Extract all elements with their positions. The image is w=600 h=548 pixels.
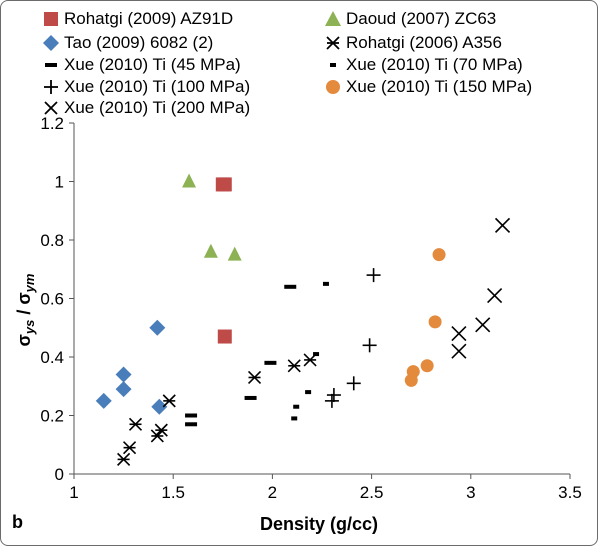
data-point-small-dash xyxy=(313,352,320,357)
data-point-triangle xyxy=(227,246,242,261)
square-marker-icon xyxy=(40,8,62,30)
y-tick-label: 0.4 xyxy=(40,348,64,367)
data-point-diamond xyxy=(95,392,112,409)
legend-item-xue-100: Xue (2010) Ti (100 MPa) xyxy=(40,76,250,98)
data-point-triangle xyxy=(182,173,197,188)
legend-item-tao-2009: Tao (2009) 6082 (2) xyxy=(40,32,213,54)
legend-label: Rohatgi (2006) A356 xyxy=(346,33,502,52)
data-point-x xyxy=(475,317,491,333)
y-tick-label: 0 xyxy=(55,465,64,484)
diamond-marker-icon xyxy=(40,32,62,54)
x-marker-icon xyxy=(40,97,62,119)
y-tick-label: 1 xyxy=(55,173,64,192)
legend-item-rohatgi-2009: Rohatgi (2009) AZ91D xyxy=(40,8,233,30)
data-point-dash xyxy=(185,422,198,427)
y-tick-label: 1.2 xyxy=(40,114,64,133)
data-point-plus xyxy=(324,393,339,408)
legend-label: Rohatgi (2009) AZ91D xyxy=(64,9,234,28)
data-point-x xyxy=(451,326,467,342)
data-marks xyxy=(95,173,511,466)
circle-marker-icon xyxy=(322,76,344,98)
triangle-marker-icon xyxy=(322,8,344,30)
data-point-small-dash xyxy=(322,281,329,286)
data-point-x xyxy=(494,217,511,233)
data-point-asterisk xyxy=(247,370,262,385)
data-point-small-dash xyxy=(291,416,298,421)
legend-item-xue-45: Xue (2010) Ti (45 MPa) xyxy=(40,54,241,76)
data-point-dash xyxy=(284,284,297,289)
data-point-circle xyxy=(406,365,420,379)
x-tick-label: 1.5 xyxy=(161,483,185,502)
legend-label: Xue (2010) Ti (45 MPa) xyxy=(64,55,241,74)
data-point-asterisk xyxy=(162,394,176,408)
data-point-circle xyxy=(420,359,434,373)
y-tick-label: 0.2 xyxy=(40,407,64,426)
data-point-small-dash xyxy=(293,404,300,409)
x-axis-label: Density (g/cc) xyxy=(260,514,378,534)
small-dash-marker-icon xyxy=(322,54,344,76)
legend-label: Daoud (2007) ZC63 xyxy=(346,9,497,28)
data-point-x xyxy=(487,288,503,304)
data-point-triangle xyxy=(203,243,218,258)
data-point-dash xyxy=(185,413,198,418)
legend: Rohatgi (2009) AZ91D Daoud (2007) ZC63 T… xyxy=(0,0,600,117)
legend-label: Xue (2010) Ti (100 MPa) xyxy=(64,77,251,96)
plus-marker-icon xyxy=(40,76,62,98)
legend-item-xue-150: Xue (2010) Ti (150 MPa) xyxy=(322,76,532,98)
data-point-asterisk xyxy=(150,429,164,443)
data-point-square xyxy=(217,177,232,192)
legend-label: Xue (2010) Ti (70 MPa) xyxy=(346,55,523,74)
legend-item-xue-70: Xue (2010) Ti (70 MPa) xyxy=(322,54,523,76)
data-point-asterisk xyxy=(122,441,137,455)
data-point-small-dash xyxy=(305,390,312,395)
data-point-asterisk xyxy=(128,417,143,431)
data-point-diamond xyxy=(151,398,168,415)
legend-item-daoud-2007: Daoud (2007) ZC63 xyxy=(322,8,496,30)
x-tick-label: 2 xyxy=(268,483,277,502)
data-point-dash xyxy=(244,395,257,400)
data-point-circle xyxy=(432,248,446,262)
data-point-asterisk xyxy=(287,359,301,373)
y-tick-label: 0.6 xyxy=(40,290,64,309)
data-point-diamond xyxy=(115,366,132,383)
panel-label: b xyxy=(12,512,23,532)
data-point-square xyxy=(217,329,232,344)
data-point-diamond xyxy=(115,381,132,398)
data-point-x xyxy=(451,343,467,359)
axes: 0 0.2 0.4 0.6 0.8 1 1.2 1 1.5 2 2.5 3 3.5 xyxy=(40,114,581,502)
x-tick-label: 3 xyxy=(466,483,475,502)
dash-marker-icon xyxy=(40,54,62,76)
legend-label: Xue (2010) Ti (150 MPa) xyxy=(346,77,533,96)
y-axis-label: σys / σym xyxy=(14,273,37,346)
x-tick-label: 3.5 xyxy=(558,483,582,502)
x-tick-label: 2.5 xyxy=(360,483,384,502)
legend-item-rohatgi-2006: Rohatgi (2006) A356 xyxy=(322,32,502,54)
asterisk-marker-icon xyxy=(322,32,344,54)
data-point-plus xyxy=(346,376,361,391)
legend-item-xue-200: Xue (2010) Ti (200 MPa) xyxy=(40,97,250,119)
data-point-plus xyxy=(366,268,381,283)
data-point-plus xyxy=(326,388,341,403)
x-tick-label: 1 xyxy=(69,483,78,502)
legend-label: Tao (2009) 6082 (2) xyxy=(64,33,214,52)
data-point-dash xyxy=(264,360,277,365)
legend-label: Xue (2010) Ti (200 MPa) xyxy=(64,98,251,117)
y-tick-label: 0.8 xyxy=(40,231,64,250)
data-point-diamond xyxy=(149,319,166,336)
data-point-plus xyxy=(362,338,377,353)
data-point-asterisk xyxy=(154,423,168,437)
data-point-asterisk xyxy=(117,452,131,466)
data-point-circle xyxy=(428,315,442,329)
